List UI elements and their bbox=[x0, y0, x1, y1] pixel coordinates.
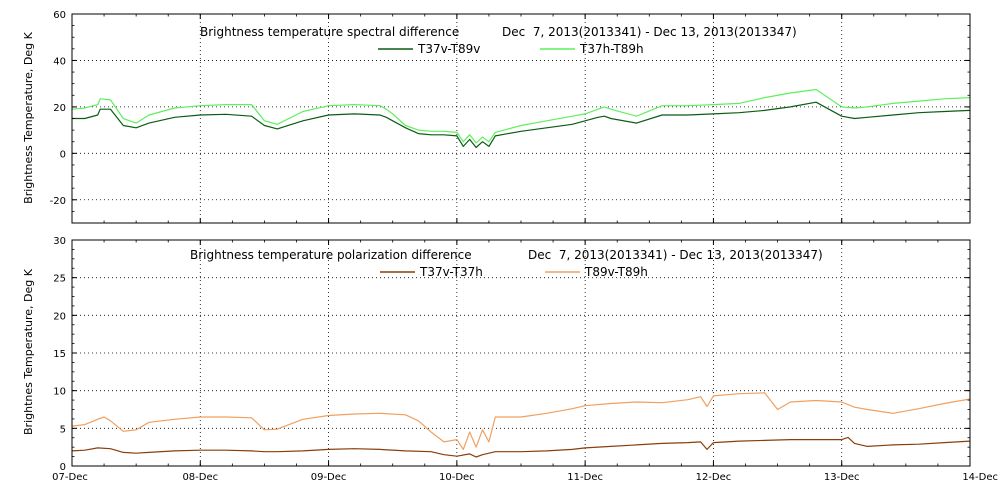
bottom-grid bbox=[72, 240, 970, 466]
x-tick-label: 08-Dec bbox=[182, 472, 218, 483]
bottom-x-tick-labels: 07-Dec 08-Dec 09-Dec 10-Dec 11-Dec 12-Dec 13-D… bbox=[52, 472, 998, 483]
y-tick-label: 40 bbox=[53, 56, 66, 67]
x-tick-label: 12-Dec bbox=[696, 472, 732, 483]
bottom-ticks: 0 5 10 15 20 25 30 bbox=[53, 236, 971, 473]
y-tick-label: 20 bbox=[53, 103, 66, 114]
top-legend: T37v-T89v T37h-T89h bbox=[378, 42, 644, 56]
legend-label: T37h-T89h bbox=[579, 42, 644, 56]
polarization-difference-panel: 0 5 10 15 20 25 30 Brightness temperature pola… bbox=[22, 236, 998, 483]
top-ticks: -20 0 20 40 60 bbox=[50, 10, 971, 224]
bottom-series bbox=[71, 392, 971, 458]
y-tick-label: 0 bbox=[60, 462, 66, 473]
y-tick-label: 25 bbox=[53, 274, 66, 285]
y-tick-label: 5 bbox=[60, 424, 66, 435]
spectral-difference-panel: -20 0 20 40 60 Brightness temperature spectr… bbox=[22, 10, 971, 224]
x-tick-label: 14-Dec bbox=[962, 472, 998, 483]
x-tick-label: 13-Dec bbox=[824, 472, 860, 483]
bottom-legend: T37v-T37h T89v-T89h bbox=[380, 265, 648, 279]
series-line-t89v-t89h bbox=[71, 392, 971, 450]
legend-label: T37v-T37h bbox=[419, 265, 483, 279]
legend-label: T37v-T89v bbox=[417, 42, 480, 56]
y-tick-label: 30 bbox=[53, 236, 66, 247]
top-y-axis-label: Brightness Temperature, Deg K bbox=[22, 31, 35, 203]
y-tick-label: 20 bbox=[53, 311, 66, 322]
bottom-chart-title: Brightness temperature polarization diff… bbox=[190, 248, 472, 262]
y-tick-label: -20 bbox=[50, 196, 66, 207]
y-tick-label: 10 bbox=[53, 387, 66, 398]
top-series bbox=[71, 88, 971, 149]
x-tick-label: 11-Dec bbox=[567, 472, 603, 483]
x-tick-label: 09-Dec bbox=[311, 472, 347, 483]
top-chart-title: Brightness temperature spectral differen… bbox=[200, 25, 459, 39]
x-tick-label: 10-Dec bbox=[439, 472, 475, 483]
legend-label: T89v-T89h bbox=[584, 265, 648, 279]
bottom-y-axis-label: Brightnes Temperature, Deg K bbox=[22, 268, 35, 435]
top-chart-date-range: Dec 7, 2013(2013341) - Dec 13, 2013(2013… bbox=[502, 25, 797, 39]
top-grid bbox=[72, 14, 970, 223]
y-tick-label: 0 bbox=[60, 149, 66, 160]
series-line-t37v-t37h bbox=[71, 436, 971, 458]
series-line-t37h-t89h bbox=[71, 88, 971, 144]
y-tick-label: 15 bbox=[53, 349, 66, 360]
bottom-chart-date-range: Dec 7, 2013(2013341) - Dec 13, 2013(2013… bbox=[528, 248, 823, 262]
series-line-t37v-t89v bbox=[72, 101, 971, 149]
y-tick-label: 60 bbox=[53, 10, 66, 21]
x-tick-label: 07-Dec bbox=[52, 472, 88, 483]
